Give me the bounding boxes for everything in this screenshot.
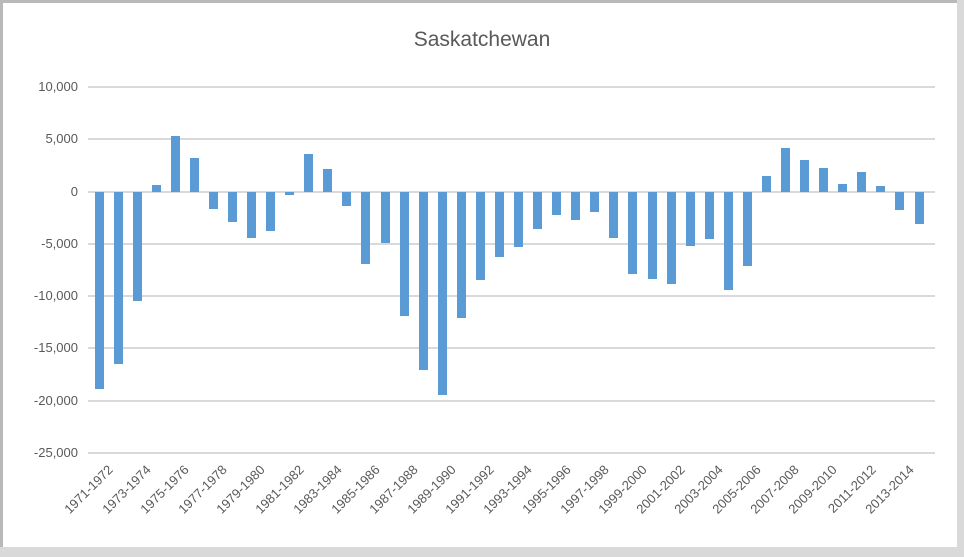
bar: [914, 191, 924, 224]
bar: [628, 191, 638, 275]
bar: [666, 191, 676, 284]
bar: [819, 167, 829, 192]
y-axis-tick-label: 10,000: [38, 79, 78, 94]
bar: [437, 191, 447, 396]
bar: [895, 191, 905, 211]
gridline: [88, 138, 935, 141]
bar: [380, 191, 390, 243]
bar: [342, 191, 352, 207]
bar: [552, 191, 562, 215]
bar: [876, 186, 886, 192]
bar: [590, 191, 600, 213]
frame-border-left: [0, 0, 3, 557]
y-axis-tick-label: -25,000: [33, 445, 78, 460]
gridline: [88, 295, 935, 298]
bar: [723, 191, 733, 290]
bar: [266, 191, 276, 232]
bar: [514, 191, 524, 247]
bar: [742, 191, 752, 266]
bar: [647, 191, 657, 280]
bar: [685, 191, 695, 246]
y-axis-tick-label: 5,000: [45, 131, 78, 147]
bar: [285, 191, 295, 195]
bar: [247, 191, 257, 238]
bar: [227, 191, 237, 222]
bar: [494, 191, 504, 258]
bar: [418, 191, 428, 371]
chart-title: Saskatchewan: [413, 28, 551, 51]
frame-border-right: [957, 0, 964, 557]
bar: [838, 184, 848, 192]
gridline: [88, 242, 935, 245]
y-axis-tick-label: -5,000: [41, 235, 78, 251]
gridline: [88, 347, 935, 350]
bar: [208, 191, 218, 210]
bar: [189, 158, 199, 192]
frame-border-bottom: [0, 547, 964, 557]
bar: [609, 191, 619, 238]
bar: [857, 171, 867, 192]
bar: [704, 191, 714, 239]
bar: [361, 191, 371, 264]
gridline: [88, 86, 935, 88]
bar: [113, 191, 123, 365]
bar: [151, 185, 161, 192]
bar: [456, 191, 466, 319]
bar: [399, 191, 409, 316]
frame-border-top: [0, 0, 964, 3]
y-axis-tick-label: 0: [70, 183, 78, 199]
bar: [571, 191, 581, 220]
bar: [761, 175, 771, 192]
y-axis-tick-label: -20,000: [33, 392, 78, 408]
gridline: [88, 399, 935, 402]
gridline: [88, 452, 935, 454]
bar: [533, 191, 543, 230]
bar: [170, 136, 180, 192]
gridline: [88, 190, 935, 193]
bar: [800, 160, 810, 192]
bar: [94, 191, 104, 390]
bar: [304, 153, 314, 192]
y-axis-tick-label: -15,000: [33, 340, 78, 356]
bar: [475, 191, 485, 281]
bar: [323, 168, 333, 192]
plot-area: [88, 86, 935, 454]
bar: [781, 147, 791, 192]
y-axis-tick-label: -10,000: [33, 288, 78, 304]
bar: [132, 191, 142, 302]
